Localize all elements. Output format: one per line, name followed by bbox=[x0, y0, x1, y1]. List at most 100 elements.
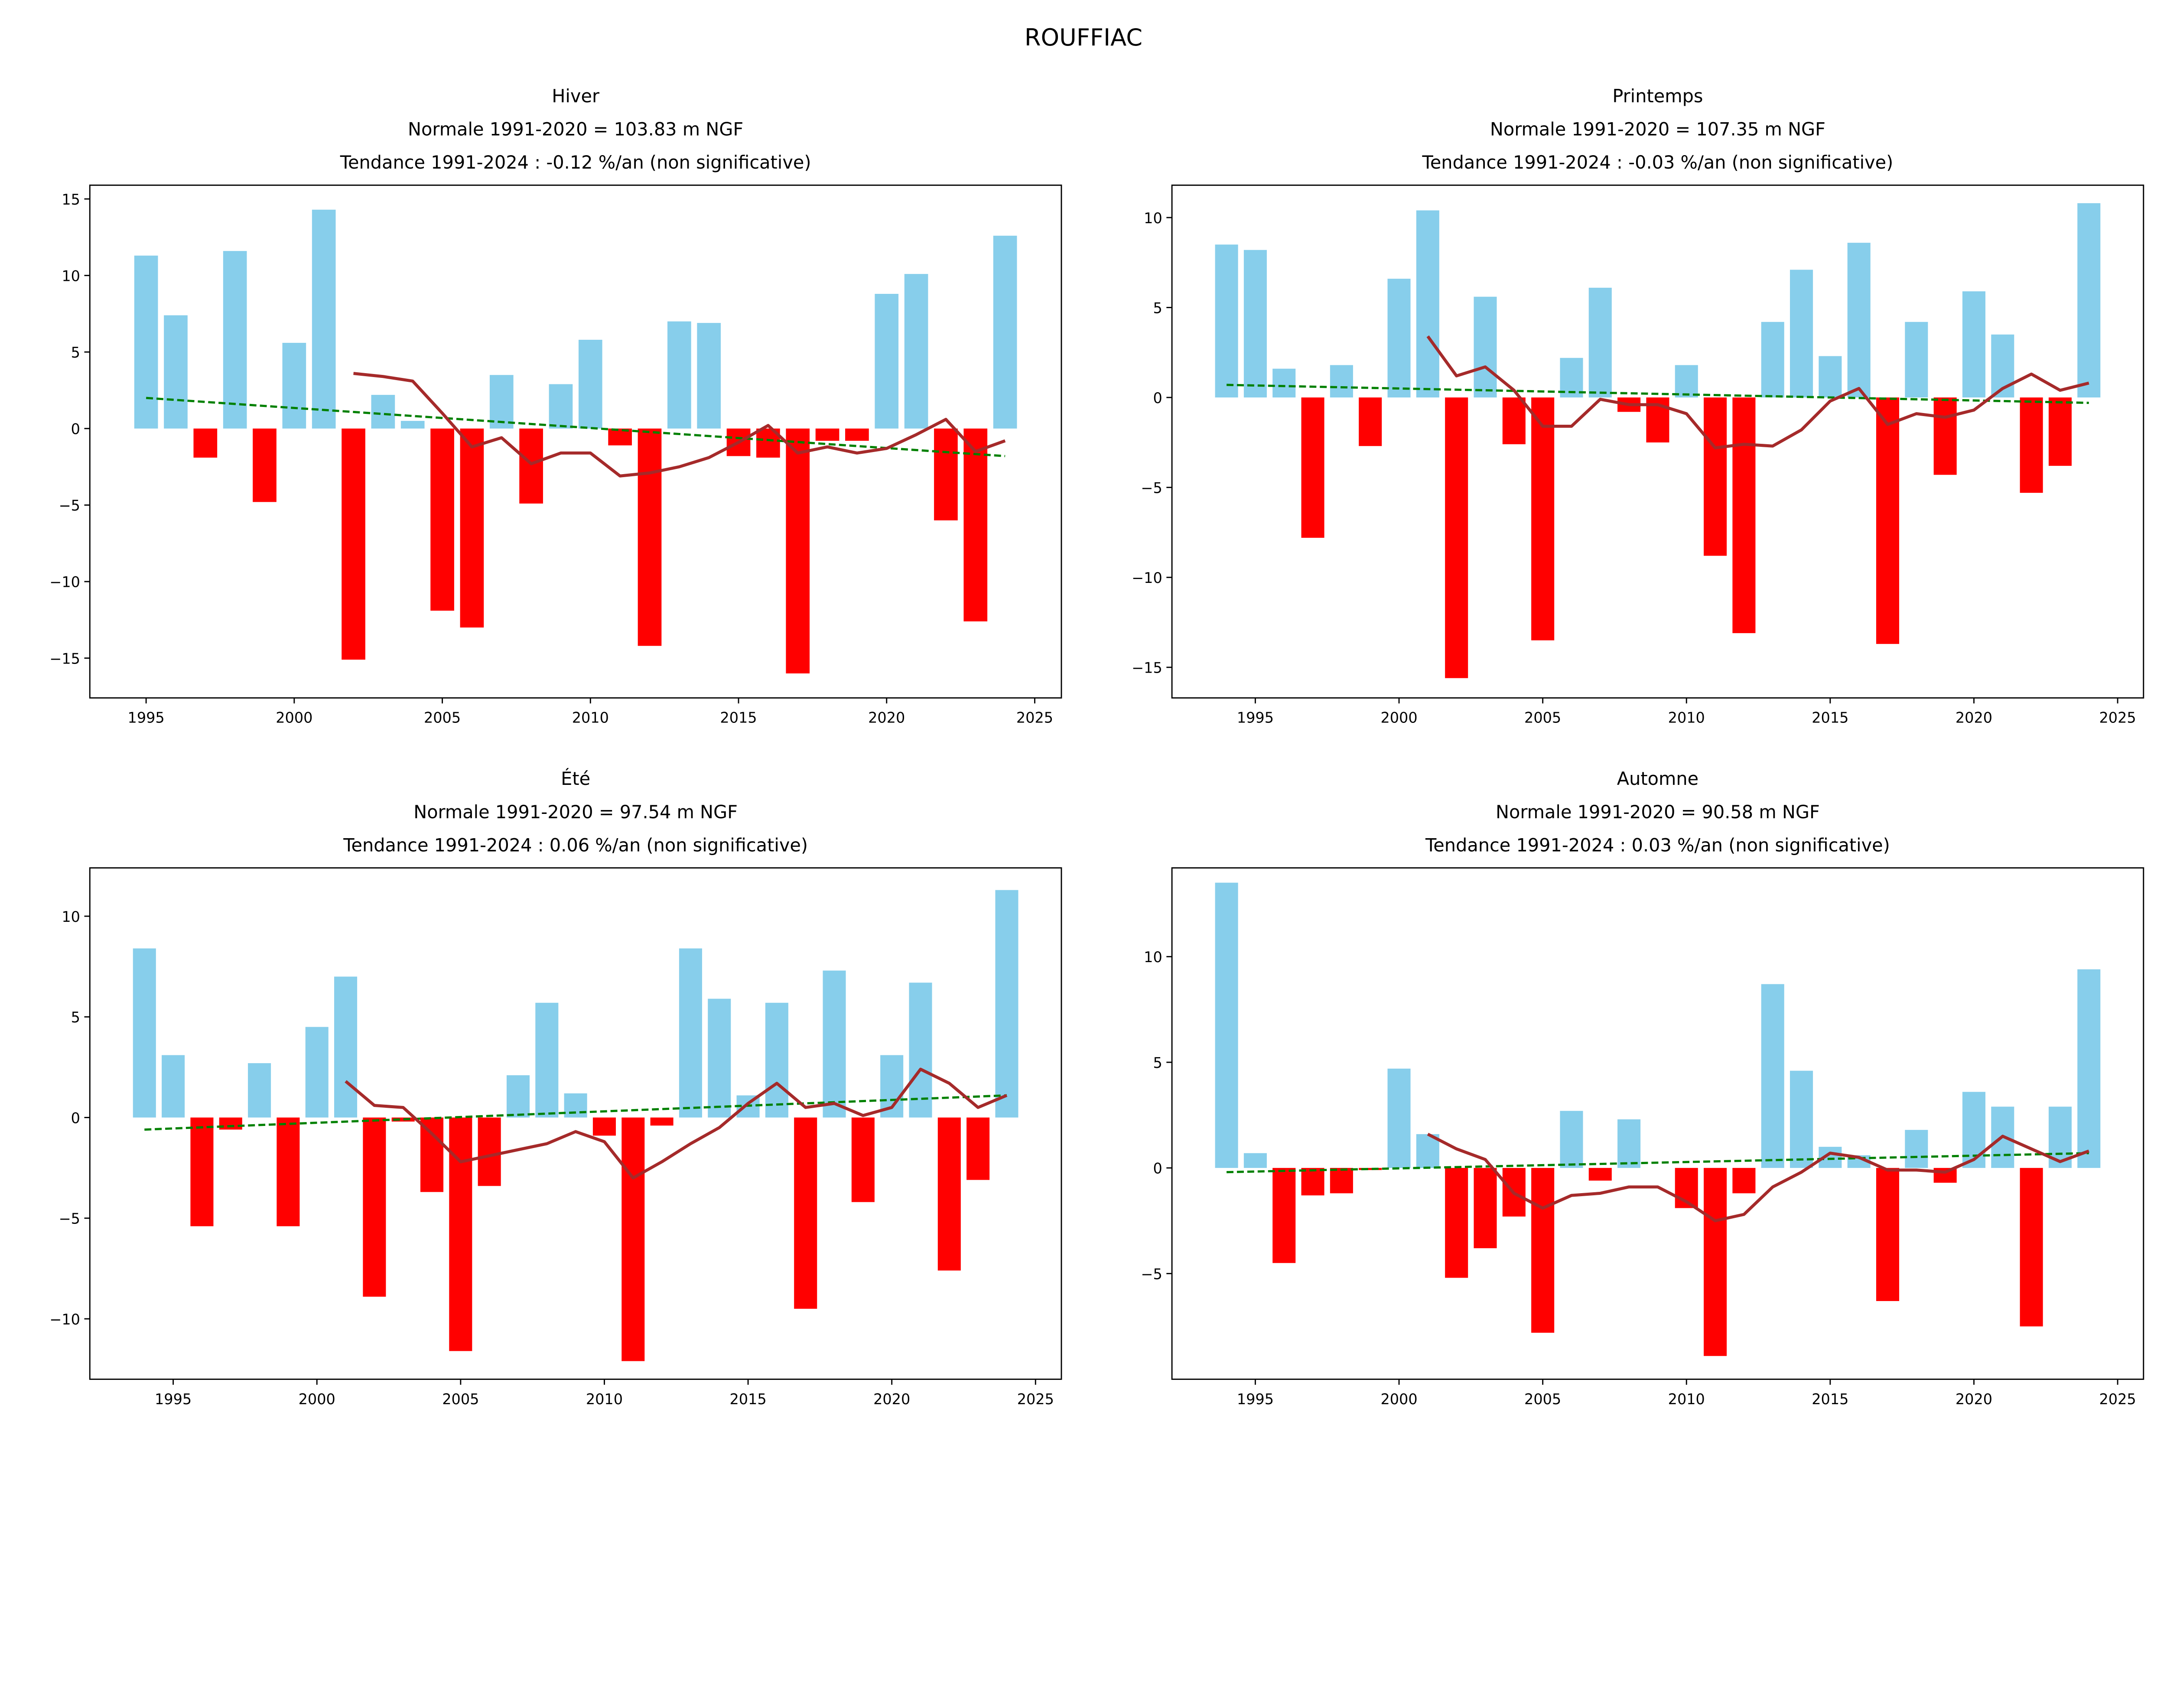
rolling-mean-line bbox=[1427, 1132, 2089, 1223]
bar-2006 bbox=[460, 428, 484, 628]
x-tick-label: 1995 bbox=[155, 1391, 192, 1408]
bar-2014 bbox=[1790, 270, 1813, 398]
bar-1995 bbox=[134, 255, 158, 429]
bar-1999 bbox=[1359, 397, 1382, 446]
y-tick-label: 5 bbox=[71, 344, 80, 361]
bar-2006 bbox=[1560, 1111, 1583, 1168]
bar-2010 bbox=[592, 1117, 616, 1136]
y-tick-label: 10 bbox=[62, 908, 80, 925]
bar-1998 bbox=[1330, 1168, 1353, 1194]
y-tick-label: −10 bbox=[49, 574, 80, 591]
y-tick-label: 0 bbox=[71, 1109, 80, 1126]
subplot-1: Hiver Normale 1991-2020 = 103.83 m NGF Ten… bbox=[49, 86, 1062, 726]
bar-1998 bbox=[248, 1063, 271, 1118]
axes-frame bbox=[89, 184, 1062, 699]
bar-2000 bbox=[305, 1027, 329, 1118]
bar-2013 bbox=[1761, 984, 1784, 1168]
bar-2013 bbox=[1761, 322, 1784, 398]
figure: ROUFFIAC Hiver Normale 1991-2020 = 103.83… bbox=[49, 24, 2144, 1408]
subplot-title-line: Hiver bbox=[552, 86, 600, 107]
trend-line bbox=[1227, 1152, 2089, 1174]
bar-1997 bbox=[219, 1117, 242, 1130]
bar-1997 bbox=[193, 428, 218, 458]
x-tick-label: 1995 bbox=[128, 709, 165, 726]
y-tick-label: −10 bbox=[1132, 569, 1162, 586]
bar-2008 bbox=[1617, 1119, 1641, 1168]
bar-1999 bbox=[277, 1117, 300, 1227]
bar-2017 bbox=[786, 428, 810, 673]
y-tick-label: −10 bbox=[49, 1311, 80, 1328]
bar-2003 bbox=[371, 395, 395, 429]
y-tick-label: −5 bbox=[1141, 1266, 1162, 1282]
y-tick-label: −5 bbox=[1141, 479, 1162, 496]
x-tick-label: 2015 bbox=[1812, 709, 1848, 726]
subplot-title-line: Automne bbox=[1617, 768, 1698, 789]
bar-2007 bbox=[489, 375, 514, 429]
x-tick-label: 1995 bbox=[1237, 1391, 1274, 1408]
bar-2019 bbox=[1933, 397, 1957, 475]
bar-2017 bbox=[1876, 397, 1900, 644]
trend-line bbox=[146, 397, 1005, 457]
y-tick-label: −15 bbox=[1132, 660, 1162, 677]
bar-1999 bbox=[253, 428, 277, 502]
bar-2004 bbox=[420, 1117, 444, 1192]
x-tick-label: 2015 bbox=[720, 709, 757, 726]
subplot-3: Été Normale 1991-2020 = 97.54 m NGF Tendan… bbox=[49, 768, 1062, 1408]
bar-2007 bbox=[1588, 1168, 1612, 1181]
bar-2018 bbox=[815, 428, 839, 441]
bar-1994 bbox=[133, 948, 156, 1118]
bar-2010 bbox=[578, 339, 602, 429]
y-tick-label: 0 bbox=[1153, 390, 1162, 407]
x-tick-label: 2015 bbox=[729, 1391, 766, 1408]
bar-2001 bbox=[312, 209, 336, 429]
x-tick-label: 2005 bbox=[424, 709, 461, 726]
bar-2024 bbox=[2077, 203, 2101, 398]
bar-2000 bbox=[1387, 279, 1411, 398]
subplot-2: Printemps Normale 1991-2020 = 107.35 m NG… bbox=[1132, 86, 2144, 726]
y-tick-label: −5 bbox=[59, 1210, 80, 1227]
bar-2007 bbox=[506, 1075, 530, 1118]
x-tick-label: 2000 bbox=[276, 709, 312, 726]
bar-1998 bbox=[223, 251, 247, 429]
bar-2016 bbox=[1847, 243, 1871, 398]
bar-2002 bbox=[363, 1117, 386, 1297]
y-tick-label: 10 bbox=[1144, 949, 1162, 966]
x-tick-label: 2010 bbox=[572, 709, 609, 726]
bar-1999 bbox=[1359, 1168, 1382, 1170]
subplot-title-line: Normale 1991-2020 = 97.54 m NGF bbox=[413, 802, 738, 823]
bar-2002 bbox=[1445, 1168, 1468, 1278]
bar-2014 bbox=[1790, 1070, 1813, 1168]
trend-line bbox=[1227, 384, 2089, 404]
bar-2010 bbox=[1675, 365, 1698, 398]
x-tick-label: 2025 bbox=[1017, 1391, 1054, 1408]
bar-2015 bbox=[1819, 356, 1842, 398]
x-tick-label: 2015 bbox=[1812, 1391, 1848, 1408]
y-tick-label: 5 bbox=[1153, 299, 1162, 316]
bar-2021 bbox=[909, 983, 932, 1118]
bar-2007 bbox=[1588, 287, 1612, 398]
bar-1996 bbox=[1272, 1168, 1296, 1263]
y-tick-label: 0 bbox=[71, 421, 80, 438]
x-tick-label: 2025 bbox=[2099, 1391, 2136, 1408]
rolling-mean-line bbox=[1426, 335, 2089, 449]
y-tick-label: 0 bbox=[1153, 1160, 1162, 1177]
y-tick-label: −15 bbox=[49, 650, 80, 667]
bar-2014 bbox=[697, 323, 721, 429]
x-tick-label: 2025 bbox=[2099, 709, 2136, 726]
bar-2012 bbox=[1732, 1168, 1756, 1194]
x-tick-label: 2010 bbox=[1668, 709, 1705, 726]
bar-2008 bbox=[535, 1002, 559, 1118]
x-tick-label: 2000 bbox=[1380, 1391, 1417, 1408]
bar-2022 bbox=[934, 428, 958, 521]
bar-2004 bbox=[1502, 397, 1526, 445]
suptitle: ROUFFIAC bbox=[1025, 24, 1142, 51]
bar-2000 bbox=[1387, 1068, 1411, 1168]
bar-2009 bbox=[549, 384, 573, 429]
bar-2001 bbox=[1416, 210, 1439, 398]
bar-2005 bbox=[1531, 1168, 1555, 1333]
bar-2012 bbox=[638, 428, 662, 646]
subplot-4: Automne Normale 1991-2020 = 90.58 m NGF Te… bbox=[1141, 768, 2144, 1408]
bar-2024 bbox=[995, 890, 1018, 1118]
rolling-mean-line bbox=[345, 1067, 1008, 1180]
bar-2002 bbox=[342, 428, 365, 660]
